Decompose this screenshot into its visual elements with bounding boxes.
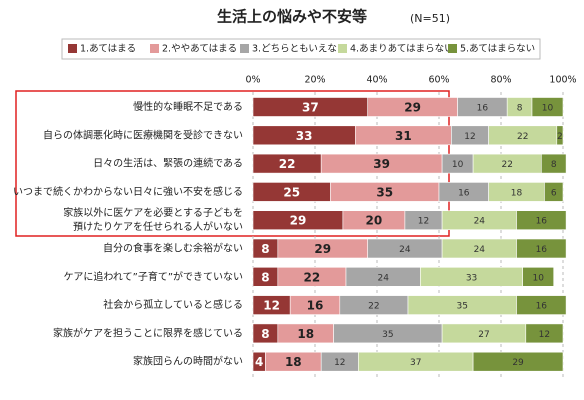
x-tick-label: 60% (428, 75, 449, 86)
bar-segment (516, 238, 567, 259)
data-label: 24 (474, 245, 486, 255)
data-label: 16 (477, 104, 489, 114)
category-label: いつまで続くかわからない日々に強い不安を感じる (13, 185, 243, 198)
data-label: 18 (285, 355, 302, 369)
data-label: 35 (382, 330, 393, 340)
bar-segment (544, 182, 564, 202)
data-label: 35 (457, 302, 468, 312)
data-label: 22 (517, 132, 528, 142)
data-label: 8 (261, 242, 269, 256)
legend-swatch (68, 44, 77, 53)
data-label: 33 (296, 129, 313, 143)
legend-label: 1.あてはまる (80, 44, 136, 55)
data-label: 8 (517, 104, 523, 114)
category-label: 自らの体調悪化時に医療機関を受診できない (43, 128, 243, 141)
x-tick-label: 100% (549, 75, 576, 86)
data-label: 4 (255, 355, 263, 369)
category-label: 慢性的な睡眠不足である (133, 100, 243, 113)
bar-segment (525, 323, 564, 344)
data-label: 8 (261, 270, 269, 284)
data-label: 24 (399, 245, 411, 255)
data-label: 37 (410, 358, 421, 368)
category-label: 家族がケアを担うことに限界を感じている (53, 326, 243, 339)
data-label: 12 (334, 358, 345, 368)
data-label: 24 (377, 273, 389, 283)
category-label: 社会から孤立していると感じる (103, 298, 243, 311)
data-label: 16 (536, 245, 548, 255)
data-label: 16 (536, 302, 548, 312)
category-label: 日々の生活は、緊張の連続である (93, 157, 243, 170)
data-label: 10 (532, 273, 544, 283)
data-label: 16 (458, 188, 470, 198)
bar-segment (522, 266, 555, 287)
data-label: 35 (376, 185, 393, 199)
data-label: 29 (290, 214, 307, 228)
data-label: 6 (551, 188, 557, 198)
legend-swatch (240, 44, 249, 53)
bar-segment (540, 153, 567, 174)
data-label: 33 (466, 273, 477, 283)
category-label: 家族団らんの時間がない (133, 355, 243, 368)
data-label: 37 (302, 101, 319, 115)
legend-label: 4.あまりあてはまらない (350, 44, 454, 55)
data-label: 8 (551, 160, 557, 170)
category-label: 自分の食事を楽しむ余裕がない (103, 242, 243, 255)
x-tick-label: 20% (304, 75, 325, 86)
data-label: 25 (283, 185, 300, 199)
data-label: 22 (368, 302, 379, 312)
chart-title: 生活上の悩みや不安等 (217, 8, 367, 26)
x-tick-label: 0% (245, 75, 260, 86)
legend-label: 3.どちらともいえない (252, 44, 346, 55)
x-tick-label: 40% (366, 75, 387, 86)
category-label: ケアに追われて”子育て”ができていない (63, 270, 243, 283)
data-label: 2 (557, 132, 563, 142)
legend-label: 2.ややあてはまる (162, 44, 237, 55)
legend-label: 5.あてはまらない (460, 44, 535, 55)
data-label: 22 (279, 157, 296, 171)
data-label: 8 (261, 327, 269, 341)
bar-segment (556, 125, 564, 146)
data-label: 29 (314, 242, 331, 256)
data-label: 12 (263, 299, 280, 313)
data-label: 10 (452, 160, 464, 170)
category-label: 預けたりケアを任せられる人がいない (73, 220, 243, 233)
data-label: 12 (539, 330, 550, 340)
data-label: 22 (501, 160, 512, 170)
data-label: 29 (404, 101, 421, 115)
data-label: 27 (478, 330, 489, 340)
bar-segment (516, 210, 567, 230)
legend-swatch (150, 44, 159, 53)
data-label: 18 (511, 188, 523, 198)
data-label: 16 (536, 217, 548, 227)
data-label: 31 (395, 129, 412, 143)
legend-swatch (448, 44, 457, 53)
bar-segment (516, 295, 567, 315)
data-label: 12 (464, 132, 475, 142)
data-label: 22 (304, 270, 321, 284)
bar-segment (531, 97, 564, 117)
data-label: 16 (307, 299, 324, 313)
data-label: 10 (542, 104, 554, 114)
data-label: 29 (512, 358, 524, 368)
legend-frame (61, 38, 541, 60)
category-label: 家族以外に医ケアを必要とする子どもを (63, 206, 243, 219)
data-label: 12 (418, 217, 429, 227)
data-label: 24 (474, 217, 486, 227)
data-label: 18 (297, 327, 314, 341)
chart-subtitle: (N=51) (410, 12, 450, 25)
data-label: 39 (373, 157, 390, 171)
bar-segment (472, 351, 564, 372)
x-tick-label: 80% (490, 75, 511, 86)
data-label: 20 (366, 214, 383, 228)
legend-swatch (338, 44, 347, 53)
